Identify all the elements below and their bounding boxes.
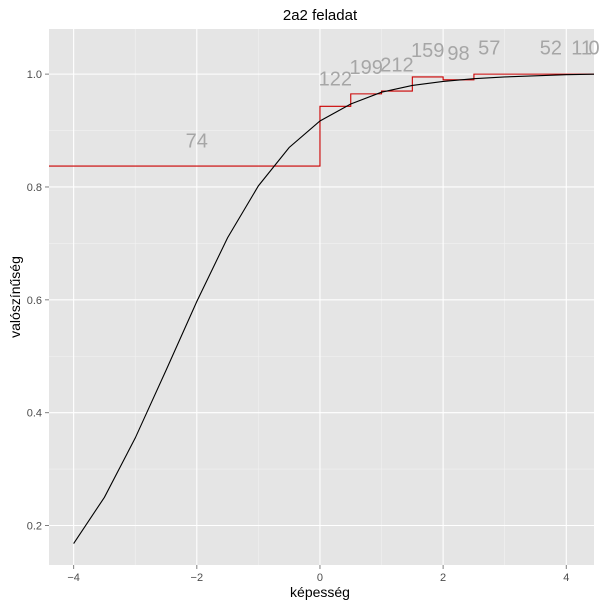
y-tick-label: 0.2: [27, 521, 42, 533]
count-label: 199: [349, 57, 382, 79]
y-tick-label: 0.6: [27, 295, 42, 307]
count-label: 0: [588, 37, 599, 59]
x-tick-label: 2: [440, 572, 446, 584]
x-tick-label: −2: [191, 572, 204, 584]
curve-series: [73, 73, 595, 544]
count-label: 98: [447, 43, 469, 65]
x-axis-title: képesség: [290, 584, 350, 600]
chart-title: 2a2 feladat: [283, 7, 358, 24]
step-series: [49, 73, 594, 167]
x-tick-label: −4: [67, 572, 80, 584]
y-tick-label: 0.8: [27, 182, 42, 194]
y-tick-label: 0.4: [27, 408, 42, 420]
y-axis-title: valószínűség: [7, 256, 23, 338]
x-tick-label: 4: [563, 572, 569, 584]
plot-panel: [49, 29, 594, 565]
count-label: 52: [540, 37, 562, 59]
step-line: [49, 73, 594, 167]
count-label: 122: [319, 68, 352, 90]
curve-line: [73, 73, 595, 544]
x-axis-ticks: −4 −2 0 2 4: [67, 565, 569, 584]
count-label: 212: [380, 54, 413, 76]
x-tick-label: 0: [317, 572, 323, 584]
y-axis-ticks: 0.2 0.4 0.6 0.8 1.0: [27, 69, 49, 533]
count-label: 57: [478, 37, 500, 59]
count-label: 11: [571, 37, 592, 59]
y-tick-label: 1.0: [27, 69, 42, 81]
count-label: 159: [411, 40, 444, 62]
count-label: 74: [186, 130, 208, 152]
